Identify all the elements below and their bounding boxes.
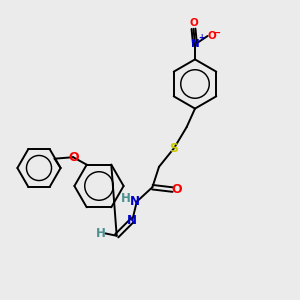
Text: O: O xyxy=(189,18,198,28)
Text: +: + xyxy=(199,33,205,42)
Text: H: H xyxy=(96,227,106,240)
Text: N: N xyxy=(130,195,140,208)
Text: −: − xyxy=(213,27,221,38)
Text: H: H xyxy=(121,191,130,205)
Text: O: O xyxy=(172,183,182,196)
Text: S: S xyxy=(169,142,178,155)
Text: N: N xyxy=(190,39,200,49)
Text: O: O xyxy=(207,31,216,41)
Text: O: O xyxy=(68,151,79,164)
Text: N: N xyxy=(127,214,137,227)
